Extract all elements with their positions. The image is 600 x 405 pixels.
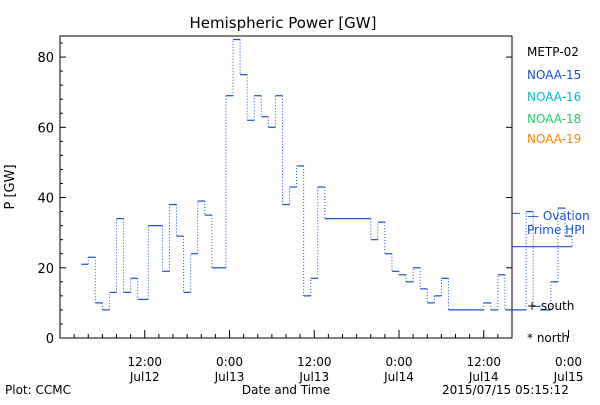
legend-entry-noaa-18: NOAA-18 [527,112,581,126]
y-axis-label: P [GW] [3,164,18,209]
x-tick-label-time: 12:00 [127,355,162,369]
x-axis-label: Date and Time [242,383,330,397]
legend-ovation-line1: — Ovation [527,209,590,223]
x-tick-label-time: 12:00 [466,355,501,369]
x-tick-label-time: 0:00 [216,355,243,369]
x-tick-label-time: 12:00 [297,355,332,369]
legend-entry-noaa-19: NOAA-19 [527,132,581,146]
legend-ovation-line2: Prime HPI [527,223,585,237]
series-layer [81,38,573,311]
x-tick-label-date: Jul13 [298,370,329,384]
legend-north: * north [527,331,569,345]
x-tick-label-date: Jul12 [129,370,160,384]
legend-entry-noaa-15: NOAA-15 [527,68,581,82]
x-tick-label-time: 0:00 [386,355,413,369]
legend-entry-metp-02: METP-02 [527,45,579,59]
y-tick-label: 20 [37,262,54,277]
y-tick-label: 40 [37,192,54,207]
y-tick-label: 60 [37,121,54,136]
x-tick-label-date: Jul15 [553,370,584,384]
y-tick-label: 80 [37,51,54,66]
x-tick-label-date: Jul14 [468,370,499,384]
y-tick-label: 0 [46,332,54,347]
x-tick-label-date: Jul14 [383,370,414,384]
legend-south: + south [527,299,574,313]
chart-title: Hemispheric Power [GW] [190,14,377,32]
y-axis-ticks: 0 20 40 60 80 [37,42,512,347]
plot-credit: Plot: CCMC [5,383,71,397]
x-tick-label-time: 0:00 [555,355,582,369]
timestamp: 2015/07/15 05:15:12 [442,383,569,397]
legend-entry-noaa-16: NOAA-16 [527,90,581,104]
legend: METP-02 NOAA-15 NOAA-16 NOAA-18 NOAA-19 … [527,45,590,345]
x-axis-ticks: 12:00Jul120:00Jul1312:00Jul130:00Jul1412… [73,330,584,384]
x-tick-label-date: Jul13 [214,370,245,384]
